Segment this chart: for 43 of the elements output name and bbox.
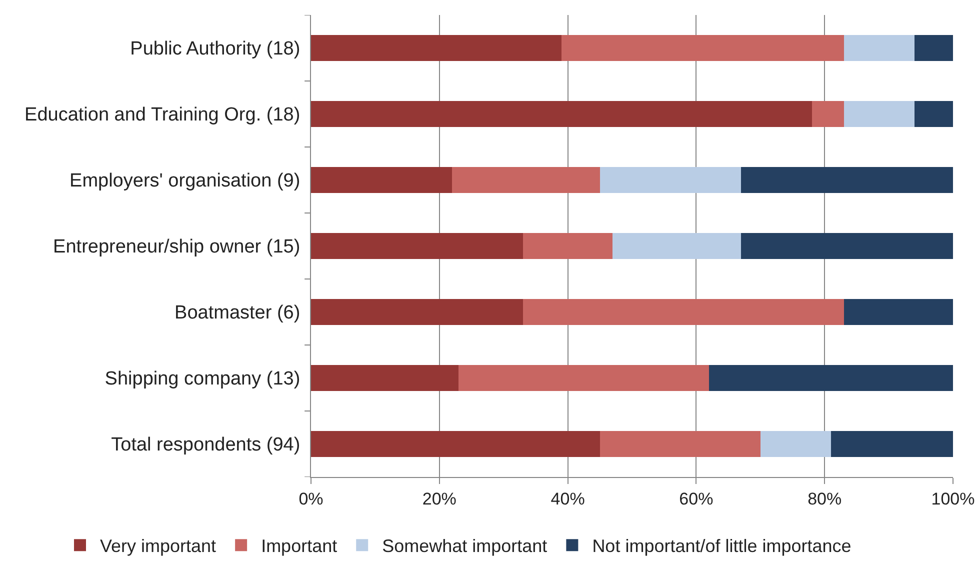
bar — [311, 166, 452, 194]
y-tick-label: Employers' organisation (9) — [70, 170, 300, 192]
bar — [311, 34, 562, 62]
legend-label: Somewhat important — [382, 536, 548, 556]
bar — [914, 100, 953, 128]
bar — [812, 100, 844, 128]
bar — [311, 298, 523, 326]
bar — [311, 430, 600, 458]
legend-label: Very important — [100, 536, 216, 556]
bar — [522, 298, 844, 326]
bar — [760, 430, 832, 458]
bar — [452, 166, 600, 194]
y-tick-label: Boatmaster (6) — [174, 302, 300, 324]
x-tick-label: 20% — [422, 489, 456, 508]
bar — [741, 166, 953, 194]
bar — [458, 364, 710, 392]
x-tick-label: 0% — [298, 489, 324, 508]
bar — [522, 232, 613, 260]
y-tick-label: Shipping company (13) — [104, 368, 300, 390]
bar — [831, 430, 953, 458]
bar — [741, 232, 953, 260]
bar — [612, 232, 742, 260]
x-tick-label: 60% — [679, 489, 714, 508]
legend-label: Important — [261, 536, 338, 556]
x-tick-label: 40% — [550, 489, 585, 508]
y-tick-label: Total respondents (94) — [111, 434, 300, 456]
bar — [844, 100, 914, 128]
y-tick-label: Entrepreneur/ship owner (15) — [53, 236, 300, 258]
bar — [311, 232, 523, 260]
bar — [709, 364, 953, 392]
bar — [561, 34, 844, 62]
bar — [600, 166, 742, 194]
x-tick-label: 100% — [931, 489, 975, 508]
bar — [311, 100, 812, 128]
y-tick-label: Education and Training Org. (18) — [24, 104, 300, 126]
y-tick-label: Public Authority (18) — [130, 38, 300, 60]
bar — [311, 364, 459, 392]
x-tick-label: 80% — [808, 489, 842, 508]
bar — [914, 34, 953, 62]
bar — [844, 34, 914, 62]
bar — [844, 298, 953, 326]
legend-label: Not important/of little importance — [592, 536, 852, 556]
bar — [600, 430, 760, 458]
